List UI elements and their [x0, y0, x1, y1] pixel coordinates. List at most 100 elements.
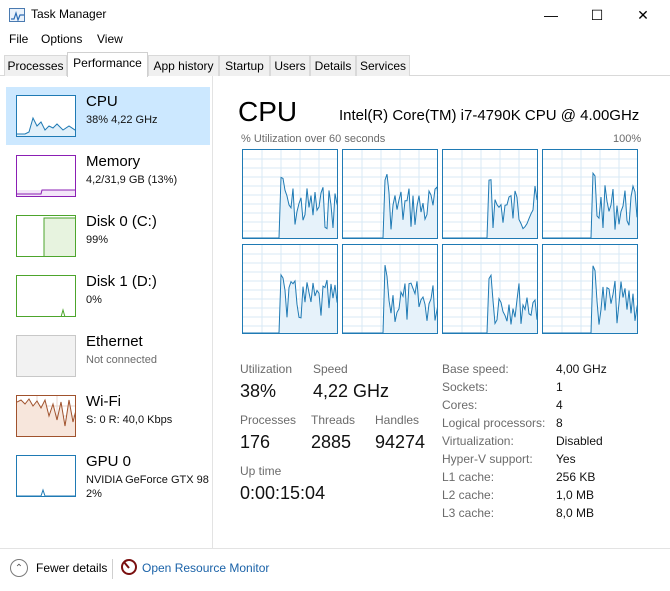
utilization-max-label: 100% [613, 133, 642, 145]
info-value: 256 KB [556, 470, 596, 484]
menu-file[interactable]: File [9, 32, 29, 46]
utilization-line [443, 273, 537, 333]
task-manager-icon [9, 8, 25, 22]
sidebar-item-ethernet[interactable]: Ethernet Not connected [6, 327, 210, 385]
uptime-label: Up time [240, 464, 282, 478]
utilization-trace [243, 150, 337, 238]
utilization-line [243, 273, 337, 333]
logical-processor-graph [442, 149, 538, 239]
info-value: 1 [556, 380, 563, 394]
title-bar: Task Manager — ☐ ✕ [0, 0, 670, 30]
sidebar-item-subtitle: 99% [86, 234, 109, 246]
utilization-label: Utilization [240, 362, 293, 376]
sidebar-item-disk0[interactable]: Disk 0 (C:) 99% [6, 207, 210, 265]
sidebar-item-wifi[interactable]: Wi-Fi S: 0 R: 40,0 Kbps [6, 387, 210, 445]
sidebar-item-title: Memory [86, 153, 141, 170]
utilization-area [543, 173, 637, 238]
footer-bar: ⌃ Fewer details Open Resource Monitor [0, 548, 670, 591]
utilization-trace [343, 245, 437, 333]
tab-app-history[interactable]: App history [148, 55, 219, 76]
tab-startup[interactable]: Startup [219, 55, 270, 76]
info-value: 4 [556, 398, 563, 412]
sidebar-item-subtitle: Not connected [86, 354, 157, 366]
page-title: CPU [238, 96, 298, 127]
ethernet-graph-icon [16, 335, 76, 377]
info-label: Virtualization: [442, 434, 514, 448]
close-button[interactable]: ✕ [637, 6, 649, 23]
sidebar-item-title: Disk 1 (D:) [86, 273, 157, 290]
sidebar-item-subtitle: 0% [86, 294, 102, 306]
info-value: Disabled [556, 434, 603, 448]
sidebar-item-value: 2% [86, 488, 102, 500]
sidebar-item-subtitle: 4,2/31,9 GB (13%) [86, 174, 178, 186]
logical-processor-graph [442, 244, 538, 334]
utilization-trace [543, 245, 637, 333]
sidebar-item-title: CPU [86, 93, 118, 110]
sidebar-item-subtitle: 38% 4,22 GHz [86, 114, 158, 126]
processes-label: Processes [240, 413, 297, 427]
logical-processor-graph [242, 244, 338, 334]
disk-graph-icon [16, 275, 76, 317]
maximize-button[interactable]: ☐ [590, 6, 604, 23]
uptime-value: 0:00:15:04 [240, 483, 326, 503]
sidebar-item-title: Wi-Fi [86, 393, 121, 410]
speed-value: 4,22 GHz [313, 381, 390, 401]
resource-sidebar: CPU 38% 4,22 GHz Memory 4,2/31,9 GB (13%… [0, 76, 213, 548]
sidebar-item-title: Ethernet [86, 333, 143, 350]
menu-bar: File Options View [0, 30, 670, 50]
sidebar-item-subtitle: S: 0 R: 40,0 Kbps [86, 414, 173, 426]
tab-users[interactable]: Users [270, 55, 310, 76]
sidebar-item-disk1[interactable]: Disk 1 (D:) 0% [6, 267, 210, 325]
info-label: L2 cache: [442, 488, 495, 502]
menu-options[interactable]: Options [41, 32, 83, 46]
sidebar-item-memory[interactable]: Memory 4,2/31,9 GB (13%) [6, 147, 210, 205]
info-value: 8,0 MB [556, 506, 595, 520]
tab-services[interactable]: Services [356, 55, 410, 76]
minimize-button[interactable]: — [544, 7, 558, 23]
info-label: L1 cache: [442, 470, 495, 484]
utilization-value: 38% [240, 381, 277, 401]
sidebar-item-subtitle: NVIDIA GeForce GTX 98 [86, 474, 209, 486]
footer-divider [112, 559, 113, 579]
tab-processes[interactable]: Processes [4, 55, 67, 76]
info-value: 4,00 GHz [556, 362, 607, 376]
logical-processor-graph [542, 244, 638, 334]
utilization-area [443, 275, 537, 333]
gpu-graph-icon [16, 455, 76, 497]
logical-processor-graph [542, 149, 638, 239]
menu-view[interactable]: View [97, 32, 123, 46]
processes-value: 176 [240, 432, 271, 452]
tab-performance[interactable]: Performance [67, 52, 148, 77]
utilization-area [343, 265, 437, 333]
utilization-area [243, 177, 337, 238]
window-title: Task Manager [31, 7, 107, 21]
utilization-trace [443, 245, 537, 333]
sidebar-item-title: Disk 0 (C:) [86, 213, 157, 230]
utilization-trace [343, 150, 437, 238]
performance-panel: CPU 38% 4,22 GHz Memory 4,2/31,9 GB (13%… [0, 76, 670, 548]
utilization-axis-label: % Utilization over 60 seconds [241, 133, 386, 145]
disk-graph-icon [16, 215, 76, 257]
utilization-trace [543, 150, 637, 238]
info-value: Yes [556, 452, 576, 466]
tab-details[interactable]: Details [310, 55, 356, 76]
utilization-line [543, 171, 637, 238]
utilization-trace [243, 245, 337, 333]
info-value: 1,0 MB [556, 488, 595, 502]
utilization-line [243, 176, 337, 238]
handles-value: 94274 [375, 432, 426, 452]
utilization-line [343, 265, 437, 333]
memory-graph-icon [16, 155, 76, 197]
handles-label: Handles [375, 413, 420, 427]
fewer-details-button[interactable]: Fewer details [36, 561, 108, 575]
sidebar-item-cpu[interactable]: CPU 38% 4,22 GHz [6, 87, 210, 145]
open-resource-monitor-link[interactable]: Open Resource Monitor [142, 561, 270, 575]
utilization-trace [443, 150, 537, 238]
sidebar-item-gpu[interactable]: GPU 0 NVIDIA GeForce GTX 98 2% [6, 447, 210, 509]
cpu-model-name: Intel(R) Core(TM) i7-4790K CPU @ 4.00GHz [339, 107, 640, 124]
chevron-up-icon[interactable]: ⌃ [10, 559, 28, 577]
resource-monitor-icon[interactable] [121, 559, 137, 575]
tab-bar: Processes Performance App history Startu… [0, 52, 670, 77]
info-label: Sockets: [442, 380, 489, 394]
cpu-graph-icon [16, 95, 76, 137]
